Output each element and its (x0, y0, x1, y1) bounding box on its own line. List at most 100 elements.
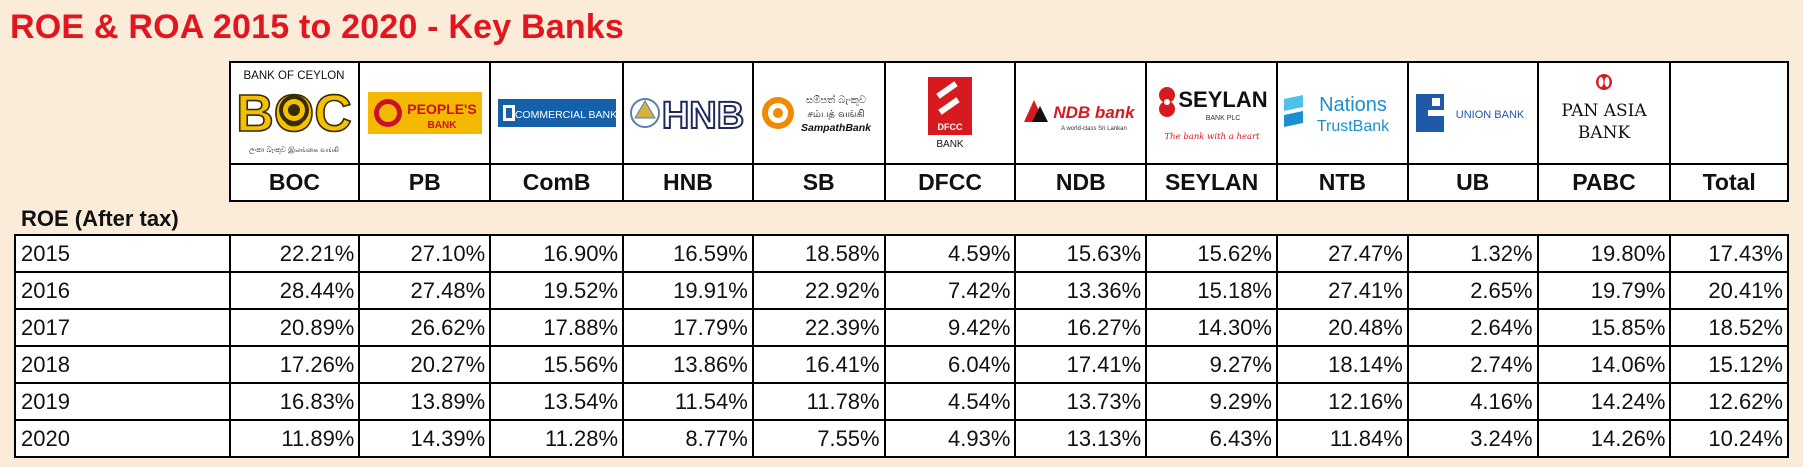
bank-code: UB (1406, 163, 1539, 202)
value-cell: 27.41% (1276, 271, 1409, 310)
dfcc-logo: DFCC BANK (883, 61, 1017, 165)
value-cell: 4.16% (1406, 382, 1539, 421)
value-cell: 17.26% (228, 345, 361, 384)
value-cell: 2.74% (1406, 345, 1539, 384)
hnb-logo: HNB (622, 61, 754, 165)
value-cell: 15.56% (489, 345, 625, 384)
value-cell: 4.54% (883, 382, 1017, 421)
sb-logo: සම්පත් බැංකුව சம்பத் வங்கி SampathBank (751, 61, 886, 165)
value-cell: 20.48% (1276, 308, 1409, 347)
year-cell: 2017 (14, 308, 231, 347)
value-cell: 11.78% (751, 382, 886, 421)
bank-code: NDB (1014, 163, 1148, 202)
value-cell: 22.39% (751, 308, 886, 347)
value-cell: 2.65% (1406, 271, 1539, 310)
value-cell: 6.04% (883, 345, 1017, 384)
year-cell: 2019 (14, 382, 231, 421)
bank-code: NTB (1276, 163, 1409, 202)
value-cell: 17.79% (622, 308, 754, 347)
roe-table: BANK OF CEYLON BOC ලංකා බැංකුව இலங்கை வங… (14, 61, 1789, 458)
value-cell: 11.84% (1276, 419, 1409, 458)
pb-logo-main: PEOPLE'S (407, 101, 476, 117)
pabc-logo-line2: BANK (1578, 123, 1631, 143)
value-cell: 16.83% (228, 382, 361, 421)
value-cell: 18.14% (1276, 345, 1409, 384)
ub-logo: UNION BANK (1406, 61, 1539, 165)
ndb-logo: NDB bank A world-class Sri Lankan (1014, 61, 1148, 165)
value-cell: 14.26% (1536, 419, 1672, 458)
value-cell: 13.36% (1014, 271, 1148, 310)
value-cell: 16.59% (622, 234, 754, 273)
logo-row: BANK OF CEYLON BOC ලංකා බැංකුව இலங்கை வங… (15, 61, 1789, 165)
dfcc-logo-main: DFCC (938, 122, 963, 132)
ntb-logo-sub: TrustBank (1317, 118, 1390, 135)
ntb-logo: Nations TrustBank (1276, 61, 1409, 165)
seylan-logo-sub: BANK PLC (1205, 115, 1240, 122)
total-cell: 18.52% (1669, 308, 1789, 347)
value-cell: 7.55% (751, 419, 886, 458)
table-row: 2018 17.26% 20.27% 15.56% 13.86% 16.41% … (14, 345, 1789, 384)
sb-logo-line2: சம்பத் வங்கி (807, 109, 864, 120)
ndb-logo-sub: A world-class Sri Lankan (1061, 126, 1127, 132)
value-cell: 11.54% (622, 382, 754, 421)
ub-logo-main: UNION BANK (1455, 109, 1524, 121)
value-cell: 16.41% (751, 345, 886, 384)
value-cell: 6.43% (1145, 419, 1278, 458)
bank-code: PABC (1536, 163, 1672, 202)
value-cell: 19.79% (1536, 271, 1672, 310)
comb-logo: COMMERCIAL BANK (489, 61, 625, 165)
value-cell: 9.27% (1145, 345, 1278, 384)
value-cell: 18.58% (751, 234, 886, 273)
bank-code: DFCC (883, 163, 1017, 202)
table-row: 2015 22.21% 27.10% 16.90% 16.59% 18.58% … (14, 234, 1789, 273)
table-row: 2019 16.83% 13.89% 13.54% 11.54% 11.78% … (14, 382, 1789, 421)
value-cell: 26.62% (358, 308, 492, 347)
table-row: 2017 20.89% 26.62% 17.88% 17.79% 22.39% … (14, 308, 1789, 347)
value-cell: 13.86% (622, 345, 754, 384)
hnb-logo-main: HNB (662, 95, 744, 137)
total-cell: 17.43% (1669, 234, 1789, 273)
value-cell: 28.44% (228, 271, 361, 310)
total-cell: 15.12% (1669, 345, 1789, 384)
year-cell: 2020 (14, 419, 231, 458)
total-cell: 20.41% (1669, 271, 1789, 310)
bank-code: PB (358, 163, 492, 202)
value-cell: 15.85% (1536, 308, 1672, 347)
table-row: 2016 28.44% 27.48% 19.52% 19.91% 22.92% … (14, 271, 1789, 310)
pb-logo: PEOPLE'S BANK (358, 61, 492, 165)
value-cell: 7.42% (883, 271, 1017, 310)
total-logo-cell (1669, 61, 1789, 165)
pb-logo-sub: BANK (427, 120, 457, 131)
value-cell: 27.47% (1276, 234, 1409, 273)
value-cell: 13.54% (489, 382, 625, 421)
comb-logo-main: COMMERCIAL BANK (514, 109, 616, 121)
value-cell: 14.30% (1145, 308, 1278, 347)
value-cell: 14.06% (1536, 345, 1672, 384)
value-cell: 11.28% (489, 419, 625, 458)
value-cell: 13.13% (1014, 419, 1148, 458)
bank-code: ComB (489, 163, 625, 202)
value-cell: 15.18% (1145, 271, 1278, 310)
seylan-logo-main: SEYLAN (1178, 87, 1267, 112)
page-title: ROE & ROA 2015 to 2020 - Key Banks (10, 8, 625, 46)
value-cell: 19.91% (622, 271, 754, 310)
value-cell: 15.63% (1014, 234, 1148, 273)
value-cell: 27.10% (358, 234, 492, 273)
value-cell: 8.77% (622, 419, 754, 458)
seylan-logo-tag: The bank with a heart (1164, 132, 1260, 142)
total-cell: 10.24% (1669, 419, 1789, 458)
bank-code: SB (751, 163, 886, 202)
value-cell: 2.64% (1406, 308, 1539, 347)
bank-code-row: BOC PB ComB HNB SB DFCC NDB SEYLAN NTB U… (15, 163, 1789, 202)
value-cell: 14.24% (1536, 382, 1672, 421)
year-cell: 2016 (14, 271, 231, 310)
value-cell: 22.21% (228, 234, 361, 273)
total-header: Total (1669, 163, 1789, 202)
value-cell: 19.80% (1536, 234, 1672, 273)
value-cell: 14.39% (358, 419, 492, 458)
value-cell: 12.16% (1276, 382, 1409, 421)
value-cell: 13.89% (358, 382, 492, 421)
value-cell: 20.27% (358, 345, 492, 384)
boc-logo: BANK OF CEYLON BOC ලංකා බැංකුව இலங்கை வங… (228, 61, 361, 165)
section-label: ROE (After tax) (21, 206, 179, 231)
